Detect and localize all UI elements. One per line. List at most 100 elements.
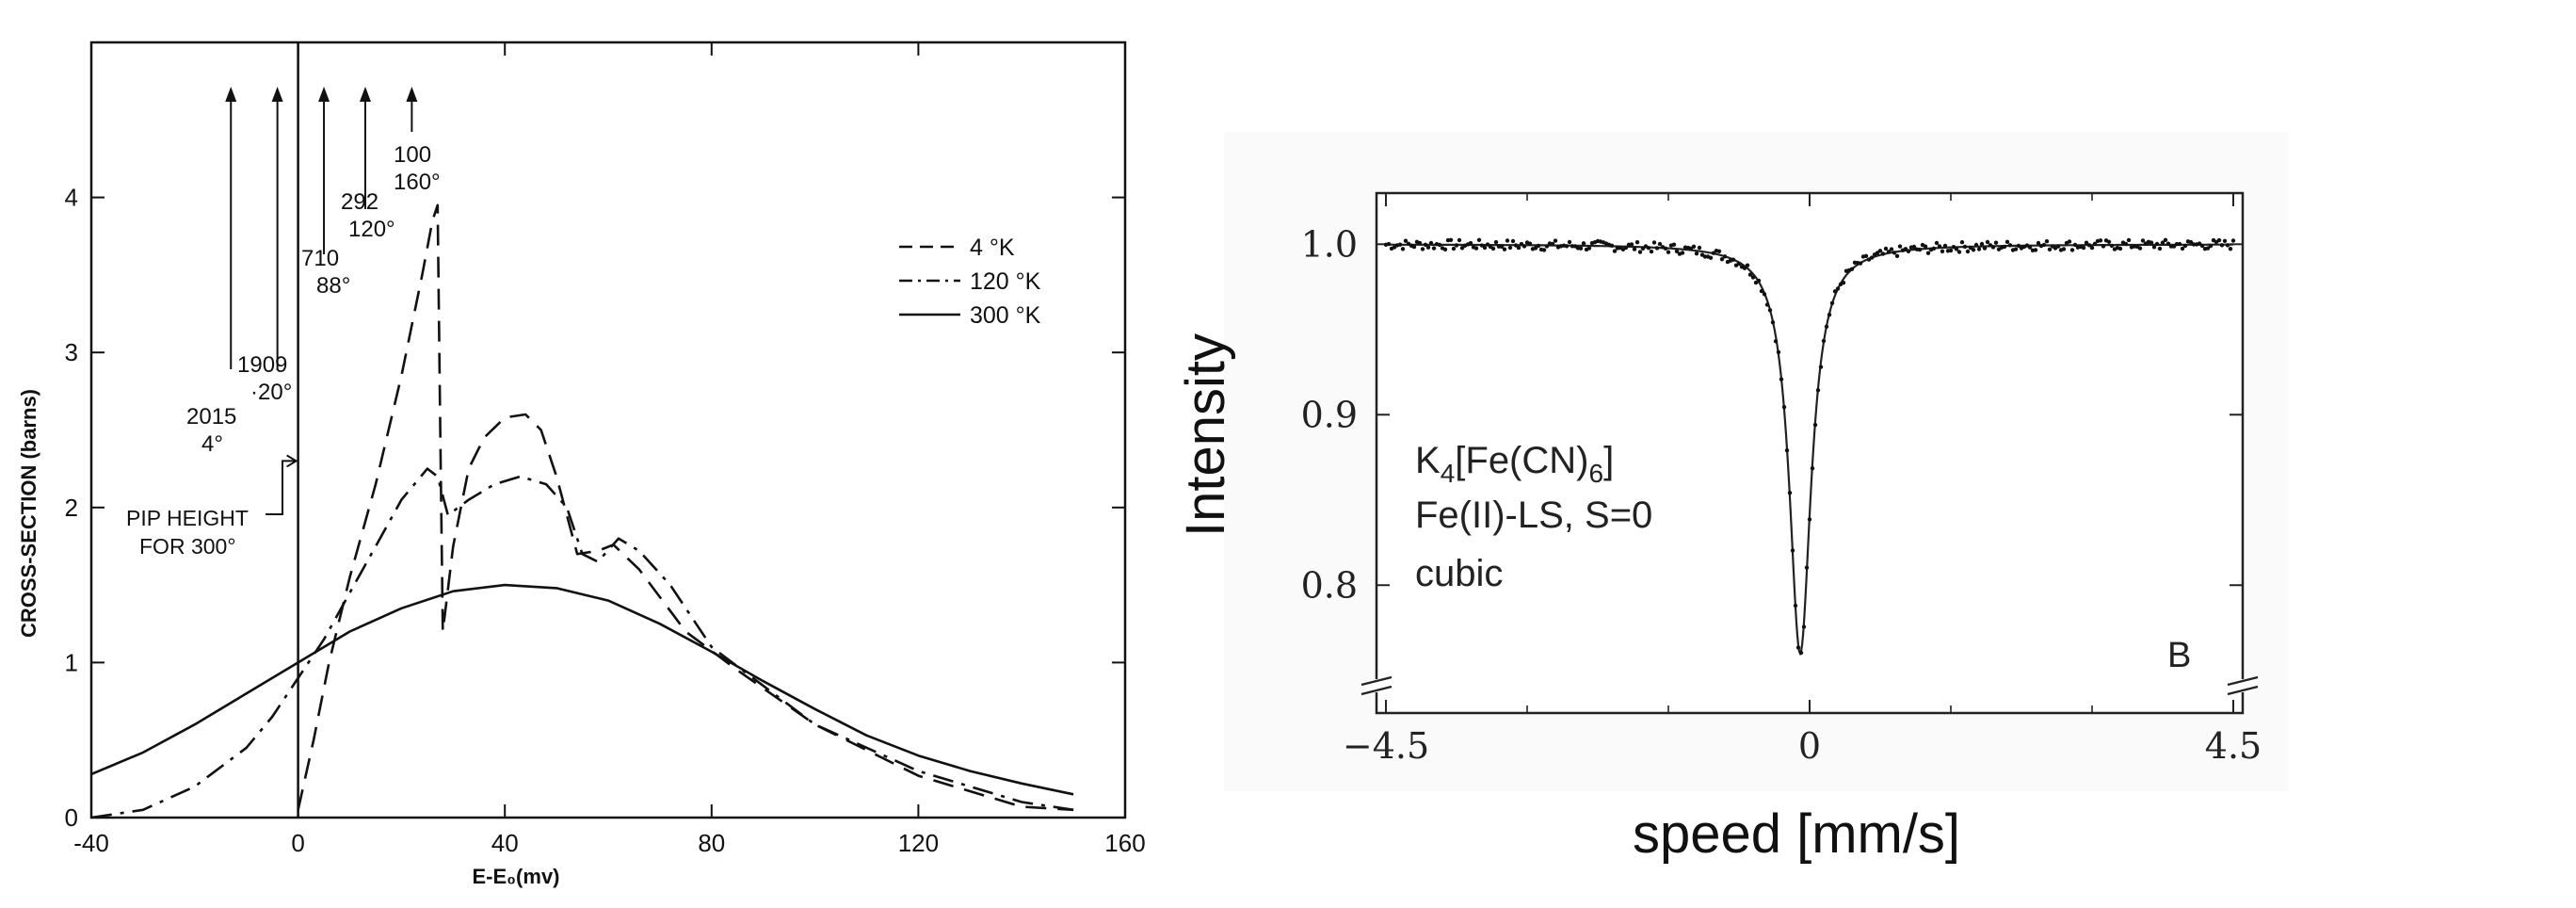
right-data-point — [2230, 238, 2236, 243]
right-data-point — [1886, 250, 1892, 254]
resonance-label: 160° — [394, 170, 441, 195]
right-data-point — [1903, 247, 1908, 251]
left-chart-x-axis-label: E-E₀(mv) — [472, 865, 559, 888]
right-data-point — [2117, 246, 2123, 251]
right-data-point — [1793, 603, 1798, 608]
left-y-tick-label: 4 — [65, 184, 78, 212]
right-data-point — [1877, 249, 1883, 253]
right-data-point — [2228, 247, 2233, 251]
right-data-point — [1762, 292, 1767, 297]
right-data-point — [2002, 244, 2007, 250]
right-data-point — [1849, 267, 1855, 271]
right-data-point — [1917, 247, 1923, 252]
right-data-point — [2225, 243, 2230, 248]
right-data-point — [1417, 240, 1423, 246]
left-chart-y-axis-label: CROSS-SECTION (barns) — [17, 389, 40, 638]
right-data-point — [1892, 251, 1897, 255]
right-data-point — [1507, 245, 1513, 251]
right-data-point — [1756, 278, 1762, 284]
left-y-tick-label: 3 — [65, 338, 78, 366]
resonance-label: 710 — [301, 246, 339, 271]
right-data-point — [1985, 239, 1990, 245]
right-data-point — [1770, 320, 1776, 325]
right-data-point — [1815, 388, 1821, 393]
right-data-point — [1581, 241, 1586, 246]
legend-label: 300 °K — [970, 302, 1041, 329]
right-data-point — [1454, 243, 1459, 248]
right-data-point — [1476, 237, 1482, 242]
left-chart-annotation: PIP HEIGHT FOR 300° — [126, 454, 298, 559]
right-data-point — [2222, 238, 2228, 243]
formula-close-bracket: ] — [1603, 440, 1614, 481]
right-data-point — [1586, 246, 1592, 251]
right-data-point — [1541, 248, 1547, 252]
right-data-point — [1651, 240, 1657, 245]
right-y-tick-label: 0.9 — [1301, 394, 1358, 435]
right-data-point — [1759, 288, 1764, 294]
right-data-point — [1931, 246, 1937, 251]
right-data-point — [1973, 242, 1979, 248]
right-data-point — [1965, 249, 1971, 254]
axis-break-mark — [2227, 675, 2259, 696]
right-data-point — [1942, 243, 1948, 249]
right-data-point — [1666, 250, 1671, 254]
left-x-tick-label: 160 — [1104, 829, 1145, 857]
right-data-point — [1634, 240, 1640, 245]
resonance-arrow-head — [406, 87, 418, 102]
left-series-line-dashed — [297, 203, 1074, 812]
right-data-point — [1640, 246, 1646, 251]
right-data-point — [1632, 247, 1637, 251]
resonance-label: 100 — [394, 142, 431, 168]
left-x-tick-label: 80 — [698, 829, 725, 857]
right-chart: −4.5 0 4.5 1.0 0.9 0.8 K4[Fe(CN)6] Fe(II)-LS,… — [1175, 132, 2288, 865]
right-data-point — [2041, 242, 2047, 248]
right-data-point — [1883, 246, 1889, 251]
right-data-point — [1889, 247, 1894, 251]
resonance-label: 4° — [201, 431, 223, 457]
right-data-point — [2171, 244, 2177, 249]
right-data-point — [1821, 338, 1827, 344]
right-data-point — [2188, 239, 2194, 245]
right-data-point — [1544, 244, 1550, 249]
pip-height-label-line2: FOR 300° — [139, 534, 236, 559]
right-data-point — [2109, 243, 2115, 249]
right-data-point — [1776, 349, 1781, 355]
right-data-point — [2157, 246, 2163, 251]
left-y-tick-label: 0 — [65, 803, 78, 832]
left-x-tick-label: 0 — [291, 829, 304, 857]
right-data-point — [1731, 257, 1736, 262]
left-chart-series — [90, 203, 1074, 819]
right-data-point — [2216, 237, 2222, 243]
right-data-point — [1959, 240, 1965, 245]
right-data-point — [1697, 245, 1702, 251]
formula-fe-cn: [Fe(CN) — [1455, 440, 1588, 481]
right-data-point — [1657, 241, 1663, 247]
right-data-point — [1516, 245, 1521, 251]
right-data-point — [1835, 286, 1841, 291]
right-data-point — [2061, 247, 2067, 251]
right-data-point — [1742, 266, 1747, 270]
right-data-point — [1493, 239, 1499, 245]
right-data-point — [1403, 238, 1409, 243]
right-data-point — [2208, 243, 2214, 249]
right-data-point — [1521, 244, 1527, 249]
right-data-point — [1468, 240, 1473, 246]
right-data-point — [2149, 240, 2154, 245]
right-data-point — [1880, 251, 1886, 256]
right-chart-x-axis-label: speed [mm/s] — [1633, 803, 1960, 865]
right-y-tick-label: 1.0 — [1301, 223, 1358, 265]
right-data-point — [1448, 237, 1454, 242]
resonance-label: 120° — [348, 217, 395, 242]
right-data-point — [1807, 517, 1812, 522]
right-data-point — [1646, 246, 1651, 251]
right-chart-series — [1383, 237, 2236, 657]
resonance-arrow-head — [271, 87, 283, 102]
right-data-point — [2004, 239, 2010, 244]
right-data-point — [1553, 238, 1558, 243]
right-data-point — [1397, 242, 1403, 247]
left-series-line-dash-dot — [90, 467, 1074, 819]
right-data-point — [1962, 244, 1968, 250]
left-x-tick-label: 40 — [491, 829, 519, 857]
